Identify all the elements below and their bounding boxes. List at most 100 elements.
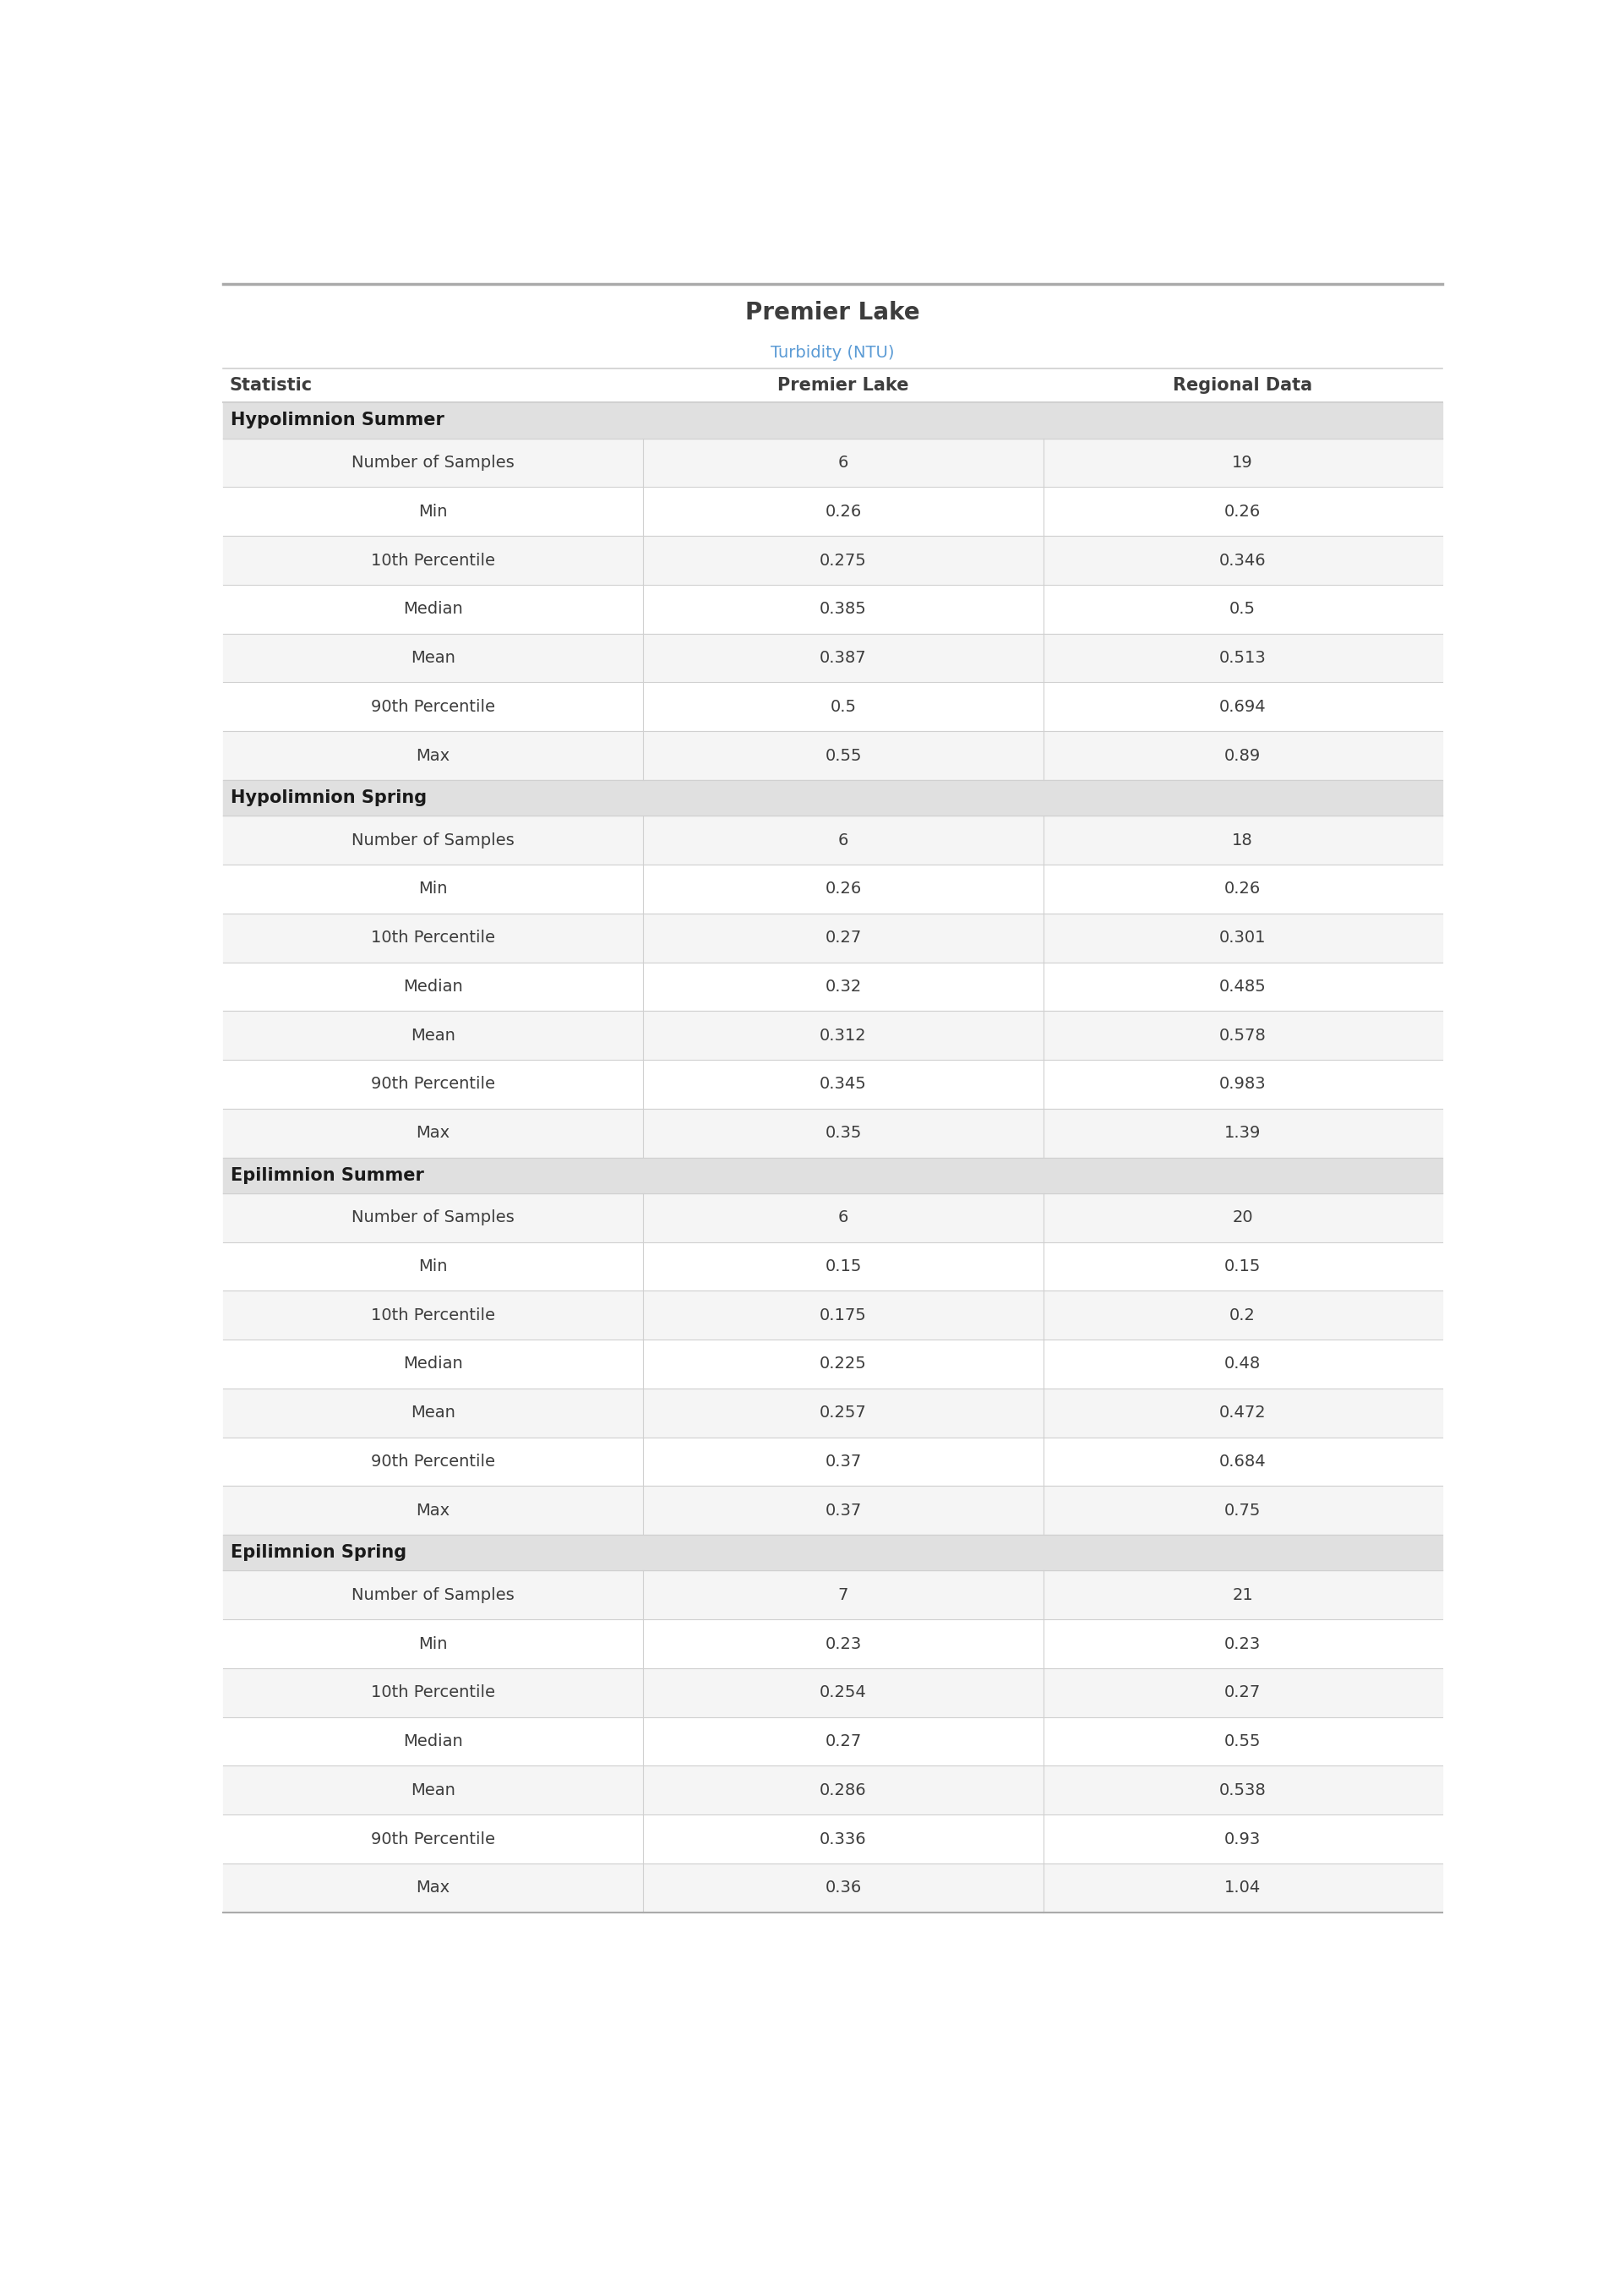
Text: 20: 20 — [1233, 1210, 1254, 1226]
Text: 0.93: 0.93 — [1224, 1832, 1260, 1848]
Text: Turbidity (NTU): Turbidity (NTU) — [770, 345, 895, 361]
Text: Median: Median — [403, 602, 463, 617]
Text: Mean: Mean — [411, 1028, 455, 1044]
Text: 0.254: 0.254 — [820, 1684, 867, 1700]
Text: 0.684: 0.684 — [1220, 1453, 1267, 1469]
Text: 0.26: 0.26 — [825, 881, 862, 897]
Bar — [222, 815, 1442, 865]
Text: 0.5: 0.5 — [1229, 602, 1255, 617]
Text: 0.27: 0.27 — [1224, 1684, 1260, 1700]
Bar — [222, 1571, 1442, 1619]
Text: 6: 6 — [838, 454, 848, 470]
Text: 0.983: 0.983 — [1220, 1076, 1267, 1092]
Text: 0.55: 0.55 — [1224, 1734, 1260, 1750]
Bar — [222, 1339, 1442, 1389]
Bar — [222, 781, 1442, 815]
Bar — [222, 1158, 1442, 1194]
Bar — [222, 1864, 1442, 1911]
Text: 0.578: 0.578 — [1220, 1028, 1267, 1044]
Text: 0.694: 0.694 — [1220, 699, 1267, 715]
Text: 10th Percentile: 10th Percentile — [370, 931, 495, 947]
Text: Min: Min — [419, 1637, 448, 1653]
Text: 0.5: 0.5 — [830, 699, 856, 715]
Bar — [222, 1292, 1442, 1339]
Text: Number of Samples: Number of Samples — [351, 1210, 515, 1226]
Text: 0.346: 0.346 — [1220, 552, 1267, 568]
Text: 0.336: 0.336 — [820, 1832, 867, 1848]
Text: 0.26: 0.26 — [825, 504, 862, 520]
Text: 0.27: 0.27 — [825, 1734, 862, 1750]
Bar — [222, 586, 1442, 633]
Text: Max: Max — [416, 1126, 450, 1142]
Text: 0.27: 0.27 — [825, 931, 862, 947]
Bar — [222, 731, 1442, 781]
Bar — [222, 865, 1442, 913]
Bar — [222, 1619, 1442, 1668]
Bar — [222, 438, 1442, 488]
Text: 7: 7 — [838, 1587, 848, 1603]
Text: 0.36: 0.36 — [825, 1880, 862, 1895]
Text: Min: Min — [419, 504, 448, 520]
Text: 0.275: 0.275 — [820, 552, 867, 568]
Text: Statistic: Statistic — [229, 377, 312, 395]
Bar — [222, 1108, 1442, 1158]
Text: 0.55: 0.55 — [825, 747, 862, 763]
Text: Max: Max — [416, 1880, 450, 1895]
Bar — [222, 536, 1442, 586]
Text: 6: 6 — [838, 833, 848, 849]
Text: 0.301: 0.301 — [1220, 931, 1267, 947]
Text: Epilimnion Summer: Epilimnion Summer — [231, 1167, 424, 1183]
Text: 0.32: 0.32 — [825, 978, 862, 994]
Text: Number of Samples: Number of Samples — [351, 454, 515, 470]
Text: Hypolimnion Spring: Hypolimnion Spring — [231, 790, 427, 806]
Text: Min: Min — [419, 1258, 448, 1273]
Text: 0.15: 0.15 — [825, 1258, 862, 1273]
Text: 0.257: 0.257 — [820, 1405, 867, 1421]
Text: Hypolimnion Summer: Hypolimnion Summer — [231, 411, 445, 429]
Text: 0.225: 0.225 — [820, 1355, 867, 1371]
Bar — [222, 633, 1442, 683]
Text: 0.175: 0.175 — [820, 1308, 867, 1323]
Text: 90th Percentile: 90th Percentile — [370, 699, 495, 715]
Text: 90th Percentile: 90th Percentile — [370, 1832, 495, 1848]
Bar — [222, 913, 1442, 962]
Text: Median: Median — [403, 1355, 463, 1371]
Text: 10th Percentile: 10th Percentile — [370, 1308, 495, 1323]
Text: 0.23: 0.23 — [825, 1637, 862, 1653]
Text: 0.75: 0.75 — [1224, 1503, 1260, 1519]
Text: 21: 21 — [1233, 1587, 1254, 1603]
Text: 0.37: 0.37 — [825, 1503, 862, 1519]
Bar — [222, 1437, 1442, 1487]
Text: 0.26: 0.26 — [1224, 504, 1260, 520]
Bar — [222, 1060, 1442, 1108]
Text: Number of Samples: Number of Samples — [351, 833, 515, 849]
Text: Premier Lake: Premier Lake — [778, 377, 909, 395]
Text: 0.485: 0.485 — [1220, 978, 1267, 994]
Text: 0.538: 0.538 — [1220, 1782, 1267, 1798]
Text: Median: Median — [403, 978, 463, 994]
Text: 10th Percentile: 10th Percentile — [370, 1684, 495, 1700]
Bar — [222, 1535, 1442, 1571]
Text: 0.26: 0.26 — [1224, 881, 1260, 897]
Bar — [222, 1242, 1442, 1292]
Bar — [222, 683, 1442, 731]
Bar — [222, 1716, 1442, 1766]
Bar — [222, 488, 1442, 536]
Text: Mean: Mean — [411, 1405, 455, 1421]
Text: 0.312: 0.312 — [820, 1028, 867, 1044]
Text: 1.39: 1.39 — [1224, 1126, 1260, 1142]
Text: Max: Max — [416, 1503, 450, 1519]
Text: Mean: Mean — [411, 1782, 455, 1798]
Text: 90th Percentile: 90th Percentile — [370, 1076, 495, 1092]
Bar — [222, 1010, 1442, 1060]
Text: 0.385: 0.385 — [820, 602, 867, 617]
Text: 0.513: 0.513 — [1220, 649, 1267, 665]
Text: 18: 18 — [1233, 833, 1254, 849]
Text: 0.37: 0.37 — [825, 1453, 862, 1469]
Text: Mean: Mean — [411, 649, 455, 665]
Text: 0.35: 0.35 — [825, 1126, 862, 1142]
Text: 6: 6 — [838, 1210, 848, 1226]
Text: Epilimnion Spring: Epilimnion Spring — [231, 1544, 406, 1562]
Text: 90th Percentile: 90th Percentile — [370, 1453, 495, 1469]
Text: 0.387: 0.387 — [820, 649, 867, 665]
